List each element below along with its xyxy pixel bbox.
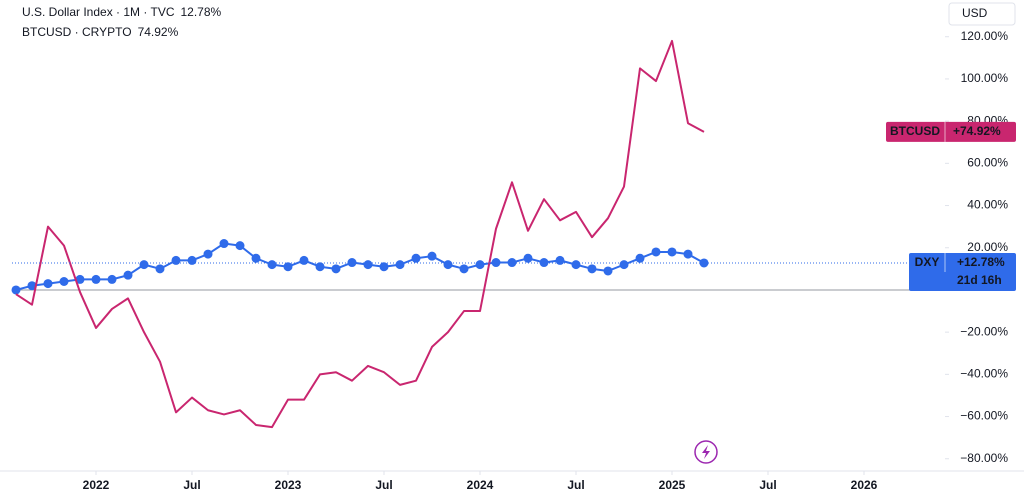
point [187,255,197,265]
point [683,249,693,259]
point [219,239,229,249]
y-tick-label: −80.00% [960,451,1008,465]
point [571,260,581,270]
point [91,274,101,284]
point [299,255,309,265]
price-tag: BTCUSD +74.92% [886,121,1016,142]
point [555,255,565,265]
countdown: 21d 16h [957,273,1002,287]
y-tick-label: 20.00% [967,240,1008,254]
point [395,260,405,270]
tag-box [886,121,1016,142]
legend-title: U.S. Dollar Index · 1M · TVC [22,5,175,19]
y-tick-label: 100.00% [961,71,1009,85]
y-tick-label: 60.00% [967,156,1008,170]
point [75,274,85,284]
legend-value: 74.92% [138,25,179,39]
x-tick-label: 2023 [275,478,302,492]
point [11,285,21,295]
x-tick-label: Jul [183,478,200,492]
point [379,262,389,272]
point [283,262,293,272]
x-tick-label: 2026 [851,478,878,492]
icon-bolt [702,445,710,459]
currency-box[interactable] [948,2,1016,26]
point [539,258,549,268]
point [27,281,37,291]
point [315,262,325,272]
y-tick-label: −40.00% [960,367,1008,381]
point [251,253,261,263]
x-tick-label: 2024 [467,478,494,492]
y-tick-label: 120.00% [961,29,1009,43]
tag-value: +12.78% [957,255,1005,269]
point [363,260,373,270]
tag-box [909,252,1016,291]
point [235,241,245,251]
point [507,258,517,268]
point [267,260,277,270]
point [635,253,645,263]
x-tick-label: Jul [567,478,584,492]
tag-value: +74.92% [953,124,1001,138]
point [411,253,421,263]
point [475,260,485,270]
point [107,274,117,284]
y-tick-label: −20.00% [960,324,1008,338]
point [59,277,69,287]
point [587,264,597,274]
point [651,247,661,257]
point [347,258,357,268]
point [139,260,149,270]
x-tick-label: Jul [375,478,392,492]
legend-title: BTCUSD · CRYPTO [22,25,132,39]
point [331,264,341,274]
series-line [15,39,705,429]
x-tick-label: 2022 [83,478,110,492]
x-tick-label: 2025 [659,478,686,492]
point [667,247,677,257]
point [443,260,453,270]
point [459,264,469,274]
y-tick-label: 40.00% [967,198,1008,212]
point [123,270,133,280]
point [603,266,613,276]
point [155,264,165,274]
currency: USD [962,6,988,20]
point [491,258,501,268]
point [699,258,709,268]
point [523,253,533,263]
tag-name: DXY [915,255,940,269]
tag-name: BTCUSD [890,124,940,138]
lightning-icon[interactable] [694,440,718,464]
point [171,255,181,265]
x-tick-label: Jul [759,478,776,492]
price-tag: DXY +12.78% 21d 16h [12,252,1016,291]
legend-value: 12.78% [180,5,221,19]
y-tick-label: −60.00% [960,409,1008,423]
point [427,251,437,261]
point [619,260,629,270]
point [203,249,213,259]
point [43,279,53,289]
